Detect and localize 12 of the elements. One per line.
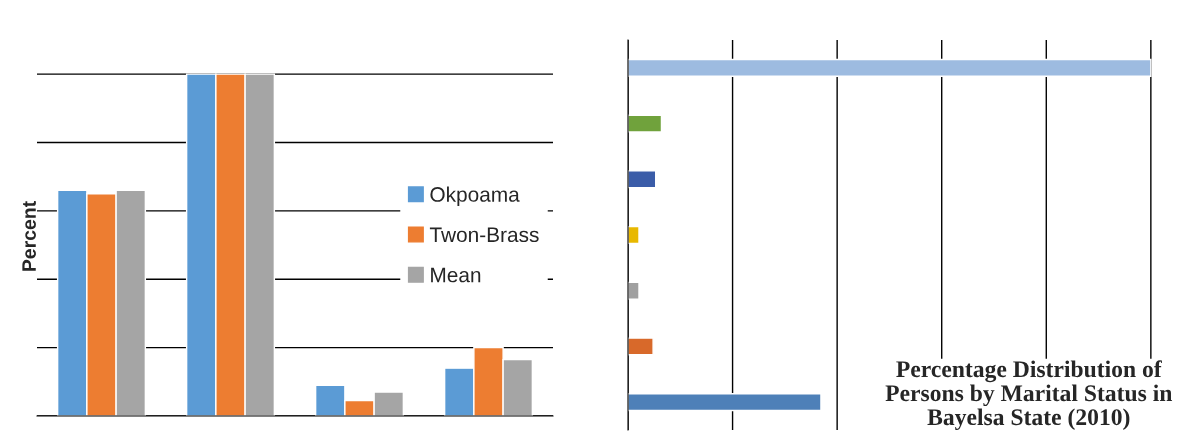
text: Percentage Distribution of Persons by Marital Status in Bayelsa State (2010) xyxy=(885,360,1173,430)
legend-label: Okpoama xyxy=(430,186,520,206)
bar xyxy=(628,170,657,189)
bar xyxy=(628,225,640,245)
legend-label: Twon-Brass xyxy=(429,227,539,243)
legend-label: Mean xyxy=(431,267,481,283)
bar xyxy=(628,114,663,133)
bar xyxy=(628,58,1152,77)
y-axis-title: Percent xyxy=(22,201,36,271)
bar xyxy=(628,281,640,300)
bar xyxy=(628,393,822,412)
bar xyxy=(628,337,654,356)
